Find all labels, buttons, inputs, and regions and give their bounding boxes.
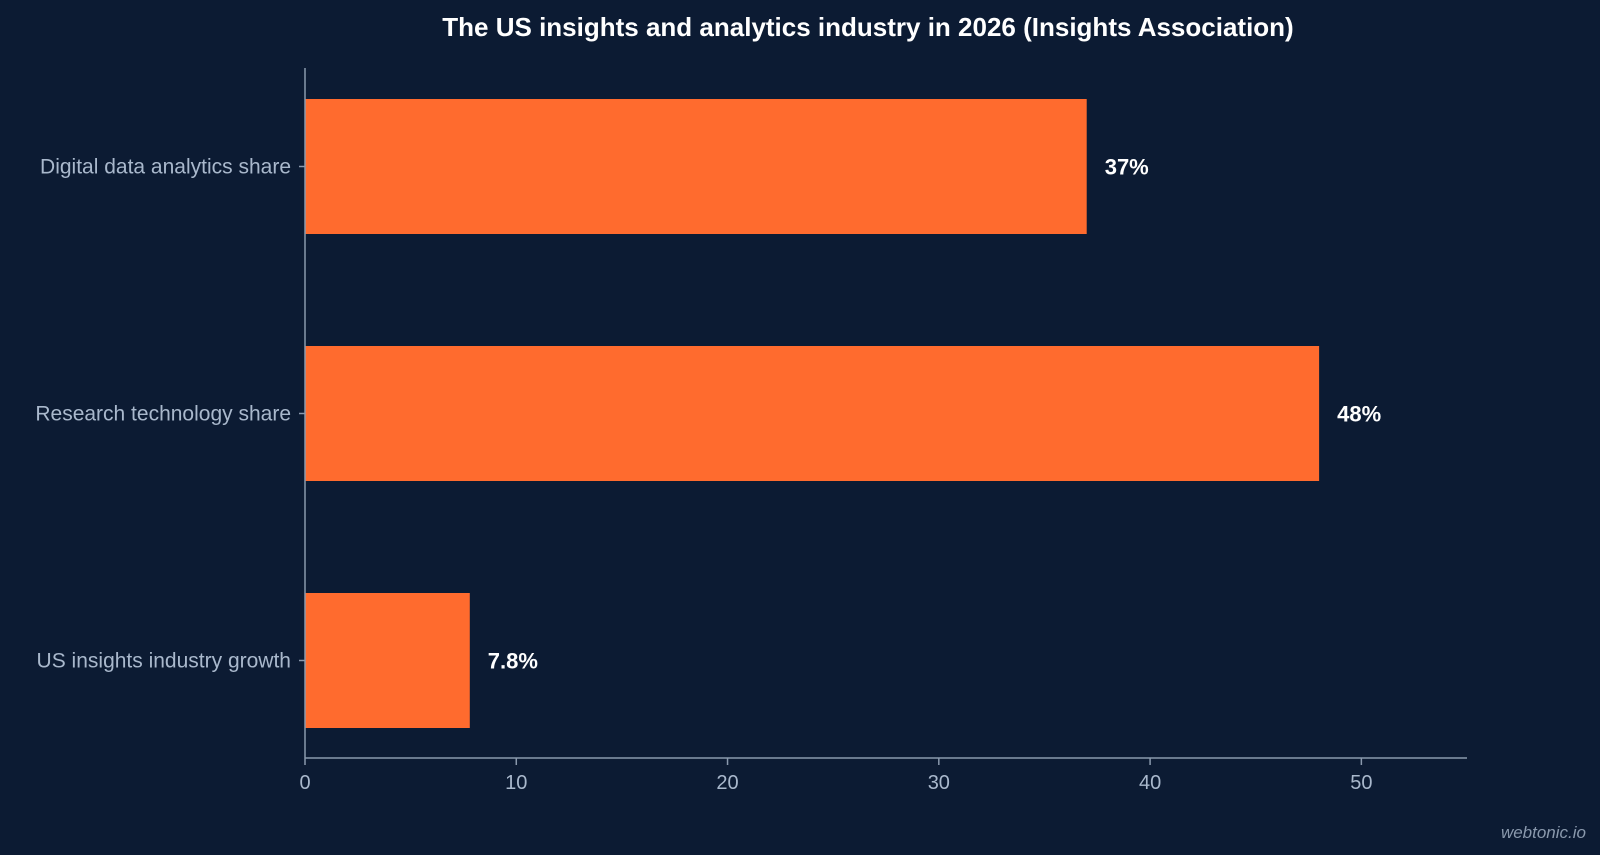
x-tick-label: 20: [716, 772, 738, 794]
category-label: Research technology share: [35, 403, 291, 426]
bar: [305, 346, 1320, 481]
category-label: Digital data analytics share: [40, 156, 291, 179]
x-tick-label: 10: [505, 772, 527, 794]
chart-title: The US insights and analytics industry i…: [442, 12, 1293, 42]
data-label: 7.8%: [488, 649, 538, 674]
watermark: webtonic.io: [1500, 823, 1586, 842]
bar: [305, 593, 470, 728]
x-tick-label: 50: [1350, 772, 1372, 794]
labels-layer: Digital data analytics share 37% Research …: [35, 155, 1381, 674]
category-label: US insights industry growth: [37, 650, 291, 673]
bar: [305, 99, 1087, 234]
x-tick-label: 0: [299, 772, 310, 794]
data-label: 48%: [1337, 402, 1381, 427]
x-tick-label: 30: [928, 772, 950, 794]
data-label: 37%: [1105, 155, 1149, 180]
x-tick-label: 40: [1139, 772, 1161, 794]
bars-layer: [305, 99, 1320, 728]
axes-layer: 0 10 20 30 40 50: [299, 68, 1467, 794]
